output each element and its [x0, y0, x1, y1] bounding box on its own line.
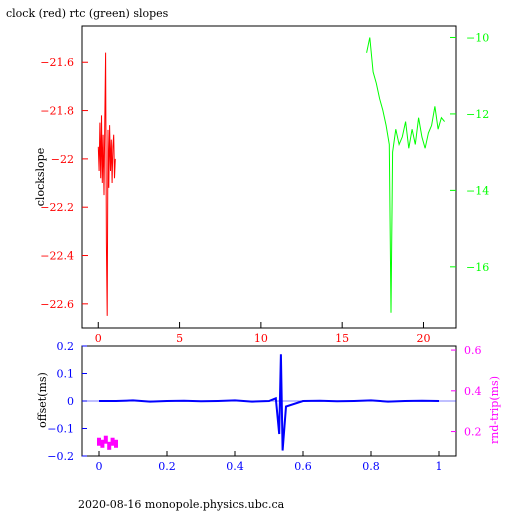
top-y-tick-label: −22.4	[40, 250, 74, 263]
bottom-x-tick-label: 0.2	[158, 460, 176, 473]
bottom-y-tick-label: −0.1	[47, 423, 74, 436]
series-point-rnd-trip	[110, 437, 115, 446]
bottom-x-tick-label: 0.6	[294, 460, 312, 473]
series-point-rnd-trip	[114, 439, 118, 448]
top-x-tick-label: 20	[416, 332, 430, 345]
top-plot-frame	[81, 25, 457, 329]
bottom-x-tick-label: 0	[96, 460, 103, 473]
top-y-tick-label: −22.6	[40, 298, 74, 311]
series-line-rtc	[366, 37, 445, 313]
bottom-y2-tick-label: 0.6	[464, 344, 482, 357]
bottom-y2-tick-label: 0.2	[464, 426, 482, 439]
top-panel: 0 5 10 15 20 −21.6 −21.8 −22 −22.2 −22.4 −22.6 −10 −…	[34, 25, 489, 345]
top-y2-tick-label: −10	[466, 31, 489, 44]
bottom-y-axis-label: offset(ms)	[36, 372, 49, 428]
bottom-x-tick-label: 0.8	[362, 460, 380, 473]
bottom-y-tick-label: 0.1	[57, 368, 75, 381]
series-point-rnd-trip	[107, 441, 112, 450]
bottom-panel: 0 0.2 0.4 0.6 0.8 1 0.2 0.1 0 −0.1 −0.2 0.6 0.4 0.2 o…	[36, 340, 501, 473]
top-x-tick-label: 5	[176, 332, 183, 345]
top-x-tick-label: 0	[95, 332, 102, 345]
series-point-rnd-trip	[97, 437, 101, 446]
series-point-rnd-trip	[100, 439, 105, 448]
footer-caption: 2020-08-16 monopole.physics.ubc.ca	[78, 498, 285, 511]
top-y-tick-label: −22.2	[40, 201, 74, 214]
series-line-clock	[97, 52, 116, 316]
chart-title: clock (red) rtc (green) slopes	[6, 7, 169, 20]
top-y2-tick-label: −16	[466, 261, 489, 274]
bottom-y-tick-label: 0.2	[57, 340, 75, 353]
top-y-tick-label: −21.8	[40, 105, 74, 118]
bottom-y-tick-label: −0.2	[47, 450, 74, 463]
top-y2-tick-label: −12	[466, 108, 489, 121]
top-y-tick-label: −22	[51, 153, 74, 166]
series-points-offset	[99, 354, 440, 451]
top-y-axis-label: clockslope	[34, 148, 47, 206]
series-point-rnd-trip	[103, 435, 108, 444]
top-y-tick-label: −21.6	[40, 56, 74, 69]
bottom-y-tick-label: 0	[67, 395, 74, 408]
top-x-tick-label: 10	[254, 332, 268, 345]
bottom-x-tick-label: 0.4	[226, 460, 244, 473]
top-y2-tick-label: −14	[466, 184, 489, 197]
bottom-y2-axis-label: rnd-trip(ms)	[488, 376, 501, 444]
bottom-y2-tick-label: 0.4	[464, 385, 482, 398]
bottom-x-tick-label: 1	[436, 460, 443, 473]
top-x-tick-label: 15	[335, 332, 349, 345]
